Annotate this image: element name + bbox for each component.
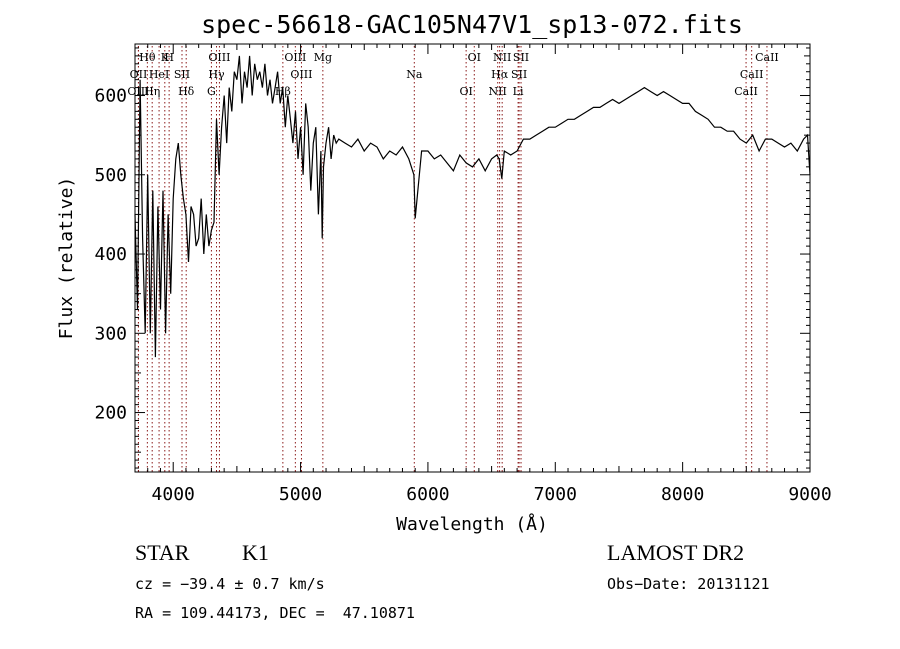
x-tick-label: 9000	[788, 484, 831, 505]
x-tick-label: 4000	[152, 484, 195, 505]
spectral-line-label: Hδ	[178, 85, 195, 98]
x-axis-label: Wavelength (Å)	[396, 513, 548, 535]
spectral-line-label: CaII	[740, 68, 764, 81]
x-tick-label: 8000	[661, 484, 704, 505]
x-tick-label: 6000	[406, 484, 449, 505]
spectral-line-label: Hθ	[139, 51, 156, 64]
chart-title: spec-56618-GAC105N47V1_sp13-072.fits	[201, 10, 743, 39]
y-axis-label: Flux (relative)	[56, 177, 77, 340]
spectral-line-markers	[137, 46, 768, 472]
spectral-line-label: CaII	[755, 51, 779, 64]
spectral-line-label: OI	[459, 85, 472, 98]
y-tick-label: 500	[94, 165, 127, 186]
class-label: STAR	[135, 540, 190, 565]
x-axis-ticks: 4000 5000 6000 7000 8000 9000	[147, 44, 832, 505]
spectral-line-label: NII	[489, 85, 507, 98]
spectral-line-label: SII	[513, 51, 529, 64]
spectral-line-label: SII	[174, 68, 190, 81]
spectral-line-label: NII	[493, 51, 511, 64]
y-tick-label: 300	[94, 323, 127, 344]
radec-text: RA = 109.44173, DEC = 47.10871	[135, 604, 415, 622]
subclass-label: K1	[242, 540, 269, 565]
spectral-line-label: Li	[513, 85, 524, 98]
cz-text: cz = −39.4 ± 0.7 km/s	[135, 575, 325, 593]
spectral-line-label: OIII	[127, 85, 149, 98]
spectral-line-labels: HθOIIOIIIKHeIHηHSIIHδOIIIHγGOIIIOIIIHβMg…	[127, 51, 778, 98]
spectral-line-label: SII	[511, 68, 527, 81]
spectral-line-label: Na	[406, 68, 423, 81]
spectral-line-label: Hγ	[208, 68, 225, 81]
spectral-line-label: OIII	[284, 51, 306, 64]
spectral-line-label: HeI	[149, 68, 169, 81]
spectral-line-label: H	[164, 51, 174, 64]
spectrum-series-line	[134, 55, 811, 358]
x-tick-label: 5000	[279, 484, 322, 505]
x-tick-label: 7000	[534, 484, 577, 505]
survey-label: LAMOST DR2	[607, 540, 745, 565]
y-tick-label: 200	[94, 403, 127, 424]
spectral-line-label: K	[161, 51, 170, 64]
y-tick-label: 400	[94, 244, 127, 265]
spectral-line-label: Hη	[144, 85, 160, 98]
spectral-line-label: G	[207, 85, 216, 98]
spectral-line-label: Mg	[314, 51, 332, 64]
spectral-line-label: OII	[130, 68, 148, 81]
spectral-line-label: OI	[468, 51, 481, 64]
spectral-line-label: OIII	[208, 51, 230, 64]
y-tick-label: 600	[94, 86, 127, 107]
obsdate-text: Obs−Date: 20131121	[607, 575, 770, 593]
plot-frame	[134, 43, 811, 473]
spectral-line-label: OIII	[290, 68, 312, 81]
y-axis-ticks: 200 300 400 500 600	[94, 47, 810, 469]
spectral-line-label: CaII	[734, 85, 758, 98]
spectral-line-label: Hα	[491, 68, 509, 81]
